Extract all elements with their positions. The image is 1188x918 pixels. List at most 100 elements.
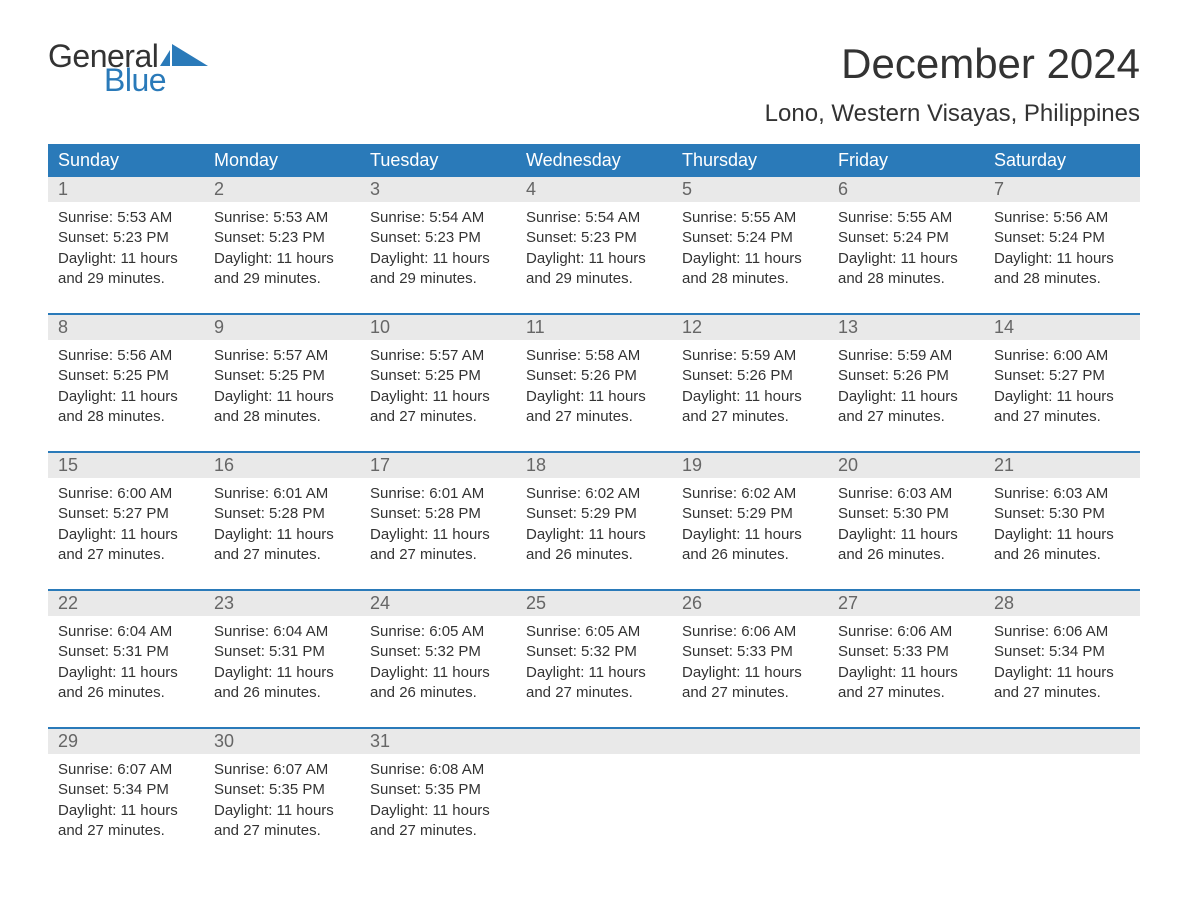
daylight-line: Daylight: 11 hours and 27 minutes.	[838, 387, 974, 428]
day-number-strip: 3	[360, 177, 516, 202]
day-number: 30	[204, 729, 360, 754]
day-number: 15	[48, 453, 204, 478]
sunset-line: Sunset: 5:25 PM	[58, 366, 194, 386]
sunset-line: Sunset: 5:24 PM	[838, 228, 974, 248]
weekday-header-cell: Saturday	[984, 144, 1140, 177]
day-number-strip	[984, 729, 1140, 754]
sunrise-line: Sunrise: 5:55 AM	[838, 208, 974, 228]
day-body: Sunrise: 6:02 AMSunset: 5:29 PMDaylight:…	[516, 478, 672, 569]
day-number: 25	[516, 591, 672, 616]
day-body: Sunrise: 6:01 AMSunset: 5:28 PMDaylight:…	[204, 478, 360, 569]
day-number-strip: 11	[516, 315, 672, 340]
day-number: 7	[984, 177, 1140, 202]
daylight-line: Daylight: 11 hours and 27 minutes.	[370, 525, 506, 566]
calendar-day-cell: 6 Sunrise: 5:55 AMSunset: 5:24 PMDaylight…	[828, 177, 984, 293]
calendar-day-cell	[516, 729, 672, 845]
day-number: 24	[360, 591, 516, 616]
day-number-strip	[672, 729, 828, 754]
daylight-line: Daylight: 11 hours and 27 minutes.	[994, 387, 1130, 428]
weekday-header-row: SundayMondayTuesdayWednesdayThursdayFrid…	[48, 144, 1140, 177]
daylight-line: Daylight: 11 hours and 27 minutes.	[370, 387, 506, 428]
calendar-day-cell: 25Sunrise: 6:05 AMSunset: 5:32 PMDayligh…	[516, 591, 672, 707]
day-number: 29	[48, 729, 204, 754]
logo-word-blue: Blue	[104, 64, 208, 96]
daylight-line: Daylight: 11 hours and 26 minutes.	[838, 525, 974, 566]
day-number: 18	[516, 453, 672, 478]
day-number-strip: 5	[672, 177, 828, 202]
sunrise-line: Sunrise: 6:03 AM	[994, 484, 1130, 504]
day-body: Sunrise: 6:00 AMSunset: 5:27 PMDaylight:…	[48, 478, 204, 569]
day-number-strip: 17	[360, 453, 516, 478]
calendar-day-cell	[984, 729, 1140, 845]
daylight-line: Daylight: 11 hours and 28 minutes.	[838, 249, 974, 290]
daylight-line: Daylight: 11 hours and 26 minutes.	[994, 525, 1130, 566]
day-body: Sunrise: 5:57 AMSunset: 5:25 PMDaylight:…	[360, 340, 516, 431]
sunrise-line: Sunrise: 5:53 AM	[214, 208, 350, 228]
calendar-day-cell	[672, 729, 828, 845]
day-body: Sunrise: 6:05 AMSunset: 5:32 PMDaylight:…	[360, 616, 516, 707]
weekday-header-cell: Wednesday	[516, 144, 672, 177]
calendar-week: 29Sunrise: 6:07 AMSunset: 5:34 PMDayligh…	[48, 727, 1140, 845]
sunset-line: Sunset: 5:32 PM	[526, 642, 662, 662]
calendar-day-cell: 1Sunrise: 5:53 AMSunset: 5:23 PMDaylight…	[48, 177, 204, 293]
day-number-strip: 21	[984, 453, 1140, 478]
sunrise-line: Sunrise: 5:57 AM	[370, 346, 506, 366]
day-number-strip: 12	[672, 315, 828, 340]
day-number: 5	[672, 177, 828, 202]
day-body: Sunrise: 6:02 AMSunset: 5:29 PMDaylight:…	[672, 478, 828, 569]
daylight-line: Daylight: 11 hours and 26 minutes.	[370, 663, 506, 704]
day-number-strip: 7	[984, 177, 1140, 202]
calendar-day-cell: 4Sunrise: 5:54 AMSunset: 5:23 PMDaylight…	[516, 177, 672, 293]
sunrise-line: Sunrise: 6:02 AM	[682, 484, 818, 504]
sunset-line: Sunset: 5:23 PM	[526, 228, 662, 248]
day-number-strip: 6	[828, 177, 984, 202]
day-body: Sunrise: 5:56 AMSunset: 5:24 PMDaylight:…	[984, 202, 1140, 293]
day-body: Sunrise: 5:54 AMSunset: 5:23 PMDaylight:…	[516, 202, 672, 293]
calendar-day-cell: 19Sunrise: 6:02 AMSunset: 5:29 PMDayligh…	[672, 453, 828, 569]
location-subtitle: Lono, Western Visayas, Philippines	[765, 100, 1140, 128]
day-number: 17	[360, 453, 516, 478]
sunrise-line: Sunrise: 6:06 AM	[838, 622, 974, 642]
sunrise-line: Sunrise: 6:01 AM	[214, 484, 350, 504]
day-number: 26	[672, 591, 828, 616]
calendar-day-cell: 2Sunrise: 5:53 AMSunset: 5:23 PMDaylight…	[204, 177, 360, 293]
day-number: 19	[672, 453, 828, 478]
sunrise-line: Sunrise: 6:00 AM	[994, 346, 1130, 366]
flag-icon	[160, 42, 208, 66]
weekday-header-cell: Thursday	[672, 144, 828, 177]
calendar-day-cell: 18Sunrise: 6:02 AMSunset: 5:29 PMDayligh…	[516, 453, 672, 569]
day-body: Sunrise: 5:57 AMSunset: 5:25 PMDaylight:…	[204, 340, 360, 431]
day-number: 20	[828, 453, 984, 478]
sunrise-line: Sunrise: 6:08 AM	[370, 760, 506, 780]
calendar-day-cell: 15Sunrise: 6:00 AMSunset: 5:27 PMDayligh…	[48, 453, 204, 569]
sunrise-line: Sunrise: 6:02 AM	[526, 484, 662, 504]
sunrise-line: Sunrise: 6:07 AM	[58, 760, 194, 780]
day-number: 8	[48, 315, 204, 340]
calendar-day-cell: 22Sunrise: 6:04 AMSunset: 5:31 PMDayligh…	[48, 591, 204, 707]
daylight-line: Daylight: 11 hours and 29 minutes.	[214, 249, 350, 290]
header: General Blue December 2024 Lono, Western…	[48, 40, 1140, 128]
sunset-line: Sunset: 5:24 PM	[994, 228, 1130, 248]
calendar-day-cell: 17Sunrise: 6:01 AMSunset: 5:28 PMDayligh…	[360, 453, 516, 569]
sunrise-line: Sunrise: 6:03 AM	[838, 484, 974, 504]
day-number-strip: 18	[516, 453, 672, 478]
sunset-line: Sunset: 5:25 PM	[370, 366, 506, 386]
calendar-day-cell: 23Sunrise: 6:04 AMSunset: 5:31 PMDayligh…	[204, 591, 360, 707]
sunrise-line: Sunrise: 6:04 AM	[58, 622, 194, 642]
sunrise-line: Sunrise: 5:56 AM	[994, 208, 1130, 228]
calendar-day-cell: 28Sunrise: 6:06 AMSunset: 5:34 PMDayligh…	[984, 591, 1140, 707]
day-body: Sunrise: 5:55 AMSunset: 5:24 PMDaylight:…	[672, 202, 828, 293]
day-number: 2	[204, 177, 360, 202]
day-body: Sunrise: 6:06 AMSunset: 5:34 PMDaylight:…	[984, 616, 1140, 707]
sunrise-line: Sunrise: 5:54 AM	[370, 208, 506, 228]
daylight-line: Daylight: 11 hours and 27 minutes.	[682, 387, 818, 428]
calendar-week: 22Sunrise: 6:04 AMSunset: 5:31 PMDayligh…	[48, 589, 1140, 707]
daylight-line: Daylight: 11 hours and 27 minutes.	[214, 525, 350, 566]
sunrise-line: Sunrise: 5:54 AM	[526, 208, 662, 228]
day-body: Sunrise: 6:01 AMSunset: 5:28 PMDaylight:…	[360, 478, 516, 569]
day-number: 13	[828, 315, 984, 340]
daylight-line: Daylight: 11 hours and 27 minutes.	[370, 801, 506, 842]
day-number-strip: 20	[828, 453, 984, 478]
day-number-strip: 28	[984, 591, 1140, 616]
day-number: 23	[204, 591, 360, 616]
